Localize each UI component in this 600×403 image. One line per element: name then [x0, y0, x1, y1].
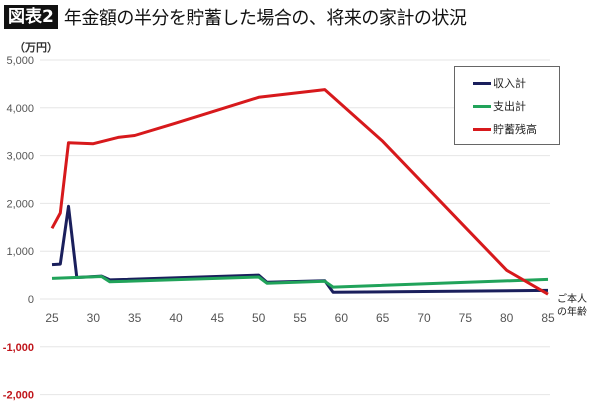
x-tick-label: 35 — [128, 311, 142, 325]
y-tick-label: 4,000 — [6, 103, 34, 115]
legend-item-savings: 貯蓄残高 — [473, 121, 537, 137]
chart-header: 図表2 年金額の半分を貯蓄した場合の、将来の家計の状況 — [4, 4, 467, 30]
x-tick-label: 65 — [376, 311, 390, 325]
y-tick-label: 1,000 — [6, 246, 34, 258]
expense-line — [51, 275, 549, 289]
x-tick-label: 45 — [211, 311, 225, 325]
x-tick-label: 75 — [459, 311, 473, 325]
income-line — [51, 204, 549, 294]
x-tick-label: 60 — [335, 311, 349, 325]
y-axis-unit: （万円） — [14, 41, 58, 54]
chart-title: 年金額の半分を貯蓄した場合の、将来の家計の状況 — [63, 8, 467, 29]
x-axis-label: ご本人 の年齢 — [557, 293, 587, 319]
x-tick-label: 70 — [417, 311, 431, 325]
x-tick-label: 40 — [169, 311, 183, 325]
x-tick-label: 55 — [293, 311, 307, 325]
savings-line — [50, 88, 549, 296]
legend-label-expense: 支出計 — [493, 100, 526, 113]
x-tick-label: 85 — [541, 311, 555, 325]
y-tick-label: -1,000 — [3, 342, 34, 354]
legend-label-income: 収入計 — [493, 77, 526, 90]
y-tick-label: -2,000 — [3, 390, 34, 402]
legend-swatch-expense — [473, 104, 491, 108]
y-tick-label: 3,000 — [6, 151, 34, 163]
legend-item-income: 収入計 — [473, 75, 526, 91]
y-tick-label: 5,000 — [6, 55, 34, 67]
x-tick-label: 80 — [500, 311, 514, 325]
figure-badge: 図表2 — [4, 5, 58, 29]
legend-item-expense: 支出計 — [473, 98, 526, 114]
x-axis-label-line1: ご本人 — [557, 294, 587, 305]
legend-label-savings: 貯蓄残高 — [493, 123, 537, 136]
x-tick-label: 30 — [87, 311, 101, 325]
chart-legend: 収入計 支出計 貯蓄残高 — [454, 66, 560, 145]
x-tick-label: 25 — [45, 311, 59, 325]
legend-swatch-income — [473, 81, 491, 85]
x-tick-label: 50 — [252, 311, 266, 325]
x-axis-label-line2: の年齢 — [557, 307, 587, 318]
y-tick-label: 0 — [28, 294, 34, 306]
legend-swatch-savings — [473, 127, 491, 131]
y-tick-label: 2,000 — [6, 198, 34, 210]
